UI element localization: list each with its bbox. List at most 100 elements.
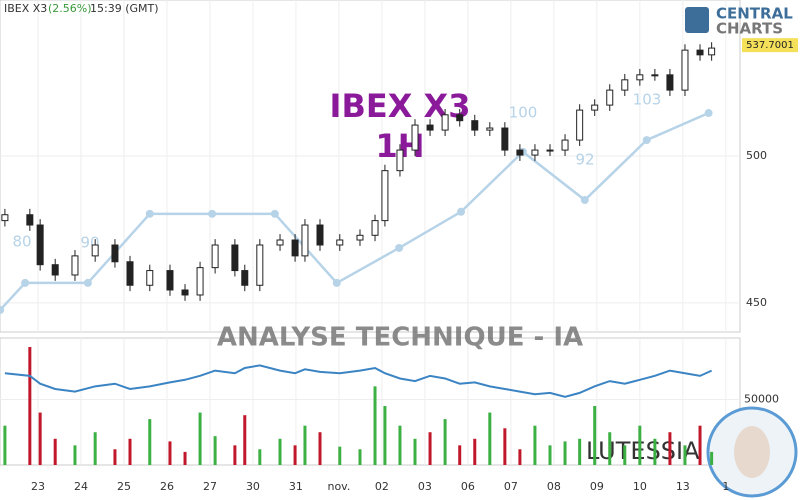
candle-body: [36, 224, 44, 266]
indicator-point: [21, 278, 30, 287]
indicator-point: [457, 207, 466, 216]
candle-body: [381, 170, 389, 222]
avatar-face: [734, 426, 770, 478]
volume-bar: [148, 419, 152, 465]
candle-body: [591, 104, 599, 111]
volume-bar: [278, 438, 282, 465]
x-tick-label: 10: [633, 480, 647, 493]
volume-bar: [198, 412, 202, 465]
symbol: IBEX X3: [4, 2, 47, 15]
volume-bar: [608, 432, 612, 465]
candle-body: [26, 214, 34, 226]
candle-body: [316, 224, 324, 246]
candle-body: [356, 234, 364, 241]
volume-bar: [3, 425, 7, 465]
candle-body: [396, 149, 404, 172]
indicator-point: [580, 196, 589, 205]
candle-body: [621, 79, 629, 91]
indicator-label: 92: [575, 151, 594, 169]
volume-bar: [318, 432, 322, 465]
candle-body: [111, 244, 119, 263]
candle-body: [146, 270, 154, 286]
volume-bar: [653, 438, 657, 465]
volume-bar: [398, 425, 402, 465]
candle-body: [1, 214, 9, 222]
candle-body: [516, 149, 524, 156]
candle-body: [241, 270, 249, 286]
candle-body: [276, 239, 284, 246]
indicator-point: [395, 243, 404, 252]
time: 15:39 (GMT): [90, 2, 159, 15]
candle-body: [71, 255, 79, 276]
volume-bar: [503, 428, 507, 465]
candle-body: [231, 244, 239, 272]
volume-bar: [710, 451, 714, 465]
indicator-label: 103: [633, 91, 662, 109]
volume-bar: [128, 438, 132, 465]
indicator-point: [83, 278, 92, 287]
candle-body: [181, 289, 189, 296]
volume-bar: [473, 438, 477, 465]
volume-panel: [0, 337, 741, 466]
volume-bar: [243, 415, 247, 465]
volume-bar: [213, 436, 217, 465]
indicator-point: [145, 209, 154, 218]
volume-bar: [258, 449, 262, 465]
volume-bar: [593, 406, 597, 465]
candle-body: [91, 244, 99, 257]
candle-body: [51, 264, 59, 276]
x-tick-label: 13: [676, 480, 690, 493]
x-tick-label: 03: [418, 480, 432, 493]
x-tick-label: 26: [160, 480, 174, 493]
volume-bar: [458, 445, 462, 465]
volume-bar: [578, 438, 582, 465]
volume-bar: [698, 425, 702, 465]
volume-bar: [428, 432, 432, 465]
candle-body: [196, 267, 204, 296]
candle-body: [636, 74, 644, 81]
volume-bar: [358, 449, 362, 465]
candle-body: [708, 47, 716, 56]
candle-body: [126, 261, 134, 286]
volume-bar: [668, 432, 672, 465]
change: (2.56%): [48, 2, 92, 15]
indicator-label: 100: [509, 104, 538, 122]
y-tick-label: 450: [746, 296, 767, 309]
volume-bar: [183, 451, 187, 465]
candle-body: [486, 127, 494, 131]
x-tick-label: 27: [203, 480, 217, 493]
watermark-caption: ANALYSE TECHNIQUE - IA: [217, 323, 583, 353]
volume-bar: [38, 412, 42, 465]
volume-bar: [563, 441, 567, 465]
candle-body: [666, 74, 674, 91]
candle-body: [371, 220, 379, 236]
volume-bar: [233, 445, 237, 465]
x-tick-label: 09: [590, 480, 604, 493]
logo-line2: CHARTS: [716, 20, 783, 38]
volume-bar: [683, 445, 687, 465]
candle-body: [606, 89, 614, 106]
indicator-point: [642, 136, 651, 145]
logo-icon: [685, 7, 709, 33]
candle-body: [546, 149, 554, 152]
volume-bar: [533, 425, 537, 465]
volume-bar: [623, 445, 627, 465]
volume-bar: [518, 449, 522, 465]
candle-body: [336, 239, 344, 246]
volume-bar: [293, 445, 297, 465]
x-tick-label: 24: [74, 480, 88, 493]
volume-bar: [303, 425, 307, 465]
candle-body: [256, 244, 264, 286]
volume-bar: [443, 419, 447, 465]
indicator-point: [208, 209, 217, 218]
candle-body: [696, 49, 704, 56]
candle-body: [291, 239, 299, 257]
volume-bar: [548, 445, 552, 465]
x-tick-label: 07: [504, 480, 518, 493]
indicator-point: [0, 305, 5, 314]
candle-body: [681, 49, 689, 91]
x-tick-label: 30: [246, 480, 260, 493]
volume-bar: [168, 441, 172, 465]
x-tick-label: 25: [117, 480, 131, 493]
